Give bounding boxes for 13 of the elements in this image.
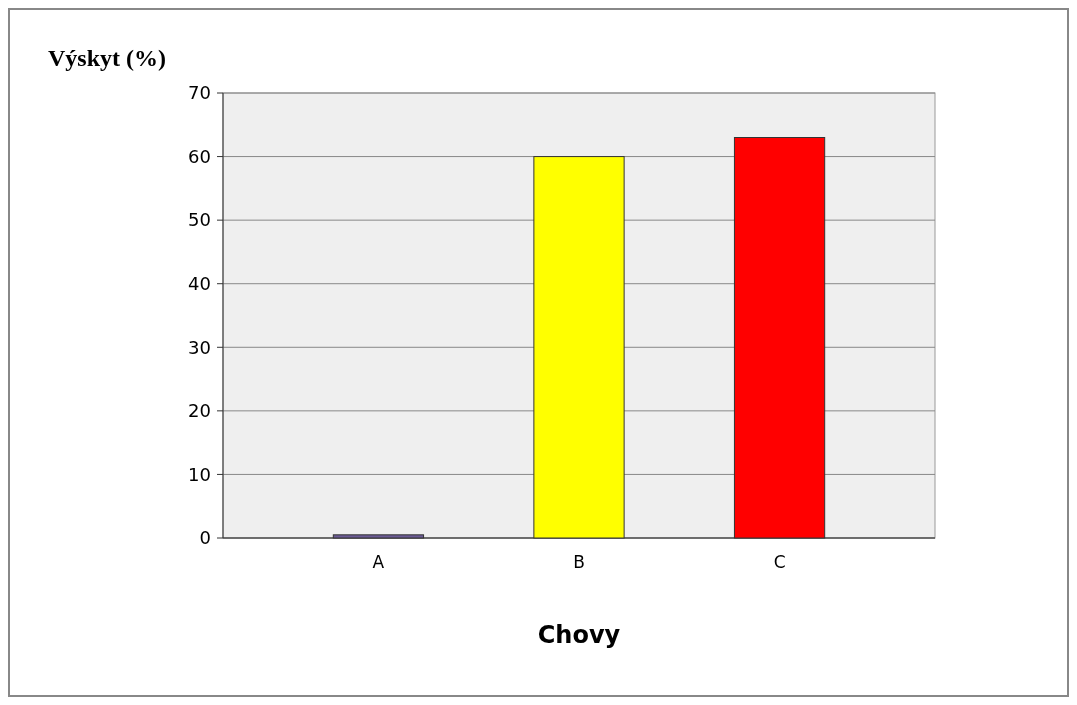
- y-tick-label: 30: [188, 336, 211, 358]
- y-tick-label: 60: [188, 145, 211, 167]
- y-tick-label: 50: [188, 209, 211, 231]
- y-tick-label: 20: [188, 400, 211, 422]
- x-tick-label: A: [372, 552, 385, 572]
- y-axis-title: Výskyt (%): [48, 45, 166, 71]
- x-axis-title: Chovy: [537, 621, 621, 649]
- x-tick-label: B: [573, 552, 585, 572]
- y-tick-label: 0: [199, 527, 211, 549]
- y-tick-label: 10: [188, 463, 211, 485]
- y-tick-label: 70: [188, 82, 211, 104]
- x-tick-label: C: [773, 552, 786, 572]
- y-tick-label: 40: [188, 273, 211, 295]
